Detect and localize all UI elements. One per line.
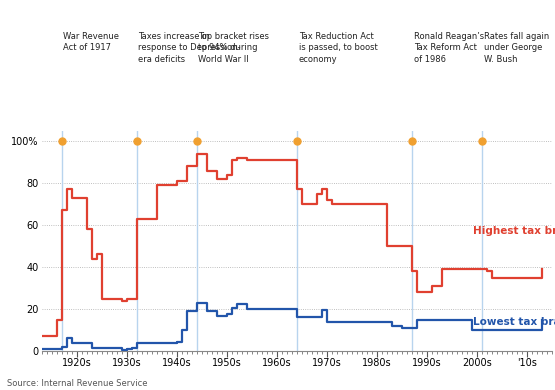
Text: Deep Pockets: Deep Pockets [7, 7, 119, 23]
Text: | Tax rates over the past century: | Tax rates over the past century [89, 7, 334, 23]
Text: Highest tax bracket: Highest tax bracket [473, 226, 555, 236]
Text: Lowest tax bracket: Lowest tax bracket [473, 317, 555, 327]
Text: War Revenue
Act of 1917: War Revenue Act of 1917 [63, 32, 119, 52]
Text: Ronald Reagan’s
Tax Reform Act
of 1986: Ronald Reagan’s Tax Reform Act of 1986 [413, 32, 484, 64]
Text: Source: Internal Revenue Service: Source: Internal Revenue Service [7, 379, 148, 388]
Text: Top bracket rises
to 94% during
World War II: Top bracket rises to 94% during World Wa… [199, 32, 270, 64]
Text: Taxes increase in
response to Depression-
era deficits: Taxes increase in response to Depression… [138, 32, 241, 64]
Text: Rates fall again
under George
W. Bush: Rates fall again under George W. Bush [484, 32, 549, 64]
Text: Tax Reduction Act
is passed, to boost
economy: Tax Reduction Act is passed, to boost ec… [299, 32, 377, 64]
